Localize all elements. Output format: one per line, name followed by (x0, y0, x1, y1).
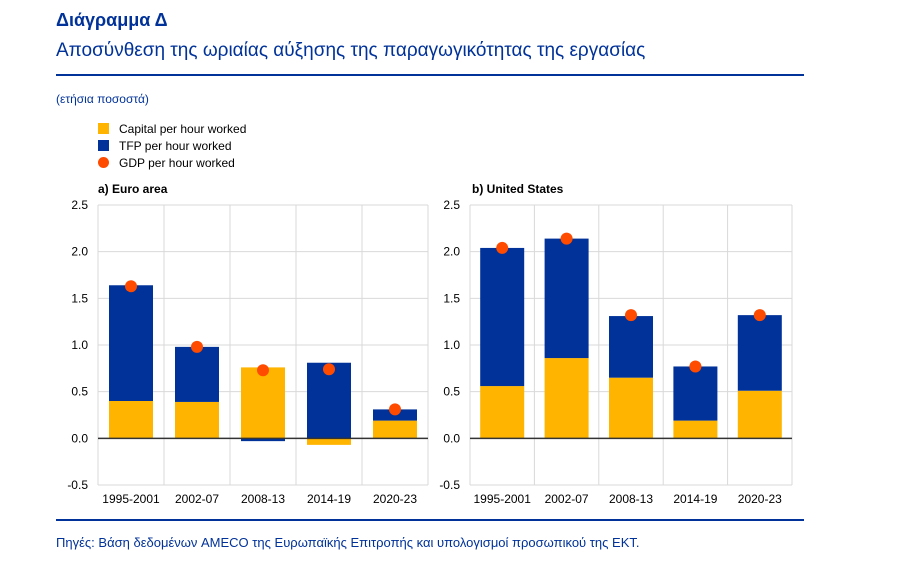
gdp-point (389, 403, 401, 416)
chart-subtitle: Αποσύνθεση της ωριαίας αύξησης της παραγ… (56, 40, 646, 61)
footer-rule (56, 519, 804, 521)
gdp-point (125, 280, 137, 293)
legend-swatch-gdp (98, 157, 109, 168)
gdp-point (257, 364, 269, 377)
legend-item-tfp: TFP per hour worked (98, 137, 246, 154)
legend-label-tfp: TFP per hour worked (119, 138, 232, 153)
y-tick-label: 1.0 (443, 338, 460, 352)
bar-tfp (307, 362, 351, 439)
x-tick-label: 2008-13 (241, 492, 285, 506)
x-tick-label: 2020-23 (373, 492, 417, 506)
bar-tfp (737, 315, 782, 391)
y-tick-label: 2.5 (71, 198, 88, 212)
y-tick-label: 2.0 (71, 245, 88, 259)
bar-capital (373, 420, 417, 439)
header-rule (56, 74, 804, 76)
legend-item-capital: Capital per hour worked (98, 120, 246, 137)
y-tick-label: 0.5 (443, 385, 460, 399)
legend: Capital per hour worked TFP per hour wor… (98, 120, 246, 171)
bar-capital (109, 401, 153, 439)
x-tick-label: 1995-2001 (474, 492, 532, 506)
panel-title-united-states: b) United States (472, 182, 564, 196)
y-tick-label: 1.0 (71, 338, 88, 352)
legend-label-capital: Capital per hour worked (119, 121, 247, 136)
gdp-point (625, 309, 637, 322)
bar-tfp (241, 438, 285, 442)
bar-capital (307, 438, 351, 445)
gdp-point (753, 309, 766, 322)
x-tick-label: 2020-23 (738, 492, 782, 506)
bar-capital (609, 377, 653, 439)
legend-swatch-tfp (98, 140, 109, 151)
y-tick-label: 1.5 (71, 291, 88, 305)
bar-capital (241, 367, 285, 439)
y-tick-label: 1.5 (443, 291, 460, 305)
panel-title-euro-area: a) Euro area (98, 182, 168, 196)
bar-tfp (673, 366, 718, 421)
source-note: Πηγές: Βάση δεδομένων AMECO της Ευρωπαϊκ… (56, 535, 640, 550)
y-tick-label: 2.5 (443, 198, 460, 212)
gdp-point (689, 360, 702, 373)
y-tick-label: 2.0 (443, 245, 460, 259)
bar-capital (673, 420, 718, 439)
x-tick-label: 2008-13 (609, 492, 653, 506)
x-tick-label: 2002-07 (175, 492, 219, 506)
x-tick-label: 1995-2001 (102, 492, 160, 506)
bar-tfp (109, 285, 153, 401)
gdp-point (496, 241, 509, 254)
chart-title: Διάγραμμα Δ (56, 10, 168, 30)
bar-capital (175, 401, 219, 439)
y-tick-label: 0.0 (443, 431, 460, 445)
legend-label-gdp: GDP per hour worked (119, 155, 235, 170)
bar-tfp (175, 346, 219, 402)
x-tick-label: 2014-19 (673, 492, 717, 506)
x-tick-label: 2002-07 (545, 492, 589, 506)
y-tick-label: -0.5 (67, 478, 88, 492)
y-tick-label: 0.0 (71, 431, 88, 445)
gdp-point (323, 363, 335, 376)
gdp-point (191, 340, 203, 353)
bar-capital (480, 386, 525, 439)
units-label: (ετήσια ποσοστά) (56, 92, 149, 106)
y-tick-label: 0.5 (71, 385, 88, 399)
bar-tfp (544, 238, 589, 359)
bar-capital (737, 390, 782, 439)
bar-tfp (609, 316, 653, 378)
bar-capital (544, 358, 589, 439)
x-tick-label: 2014-19 (307, 492, 351, 506)
legend-item-gdp: GDP per hour worked (98, 154, 246, 171)
legend-swatch-capital (98, 123, 109, 134)
y-tick-label: -0.5 (439, 478, 460, 492)
bar-tfp (480, 247, 525, 387)
gdp-point (560, 232, 573, 245)
